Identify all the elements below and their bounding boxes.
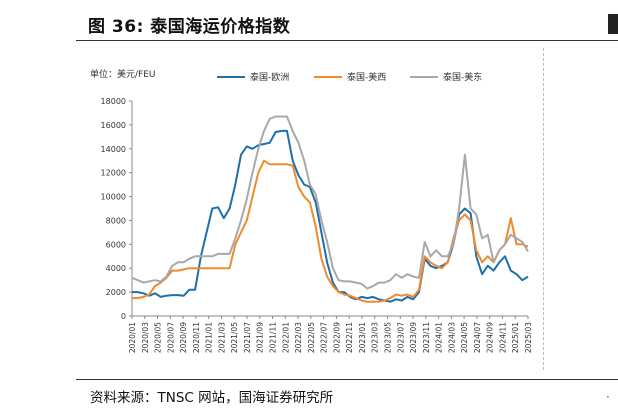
x-tick-label: 2024/05	[460, 322, 469, 353]
x-tick-label: 2021/11	[269, 322, 278, 353]
x-tick-label: 2024/03	[447, 322, 456, 353]
x-tick-label: 2024/11	[498, 322, 507, 353]
x-tick-label: 2023/07	[396, 322, 405, 353]
x-tick-label: 2021/09	[256, 322, 265, 353]
x-tick-label: 2022/05	[307, 322, 316, 353]
series-line-3	[131, 115, 529, 290]
y-tick-label: 14000	[101, 145, 126, 154]
legend-label-2: 泰国-美西	[347, 71, 386, 83]
x-tick-label: 2021/05	[230, 322, 239, 353]
x-tick-label: 2022/07	[320, 322, 329, 353]
x-tick-label: 2023/01	[358, 322, 367, 353]
x-tick-label: 2020/03	[141, 322, 150, 353]
page-edge-mark	[608, 14, 618, 34]
y-tick-label: 16000	[101, 121, 126, 130]
chart-series	[131, 115, 529, 303]
x-tick-label: 2020/09	[179, 322, 188, 353]
y-tick-label: 2000	[106, 288, 126, 297]
x-tick-label: 2024/09	[486, 322, 495, 353]
x-tick-label: 2025/01	[511, 322, 520, 353]
x-tick-label: 2024/01	[435, 322, 444, 353]
x-tick-label: 2021/01	[205, 322, 214, 353]
unit-label: 单位：美元/FEU	[90, 68, 155, 80]
y-tick-label: 12000	[101, 169, 126, 178]
series-line-2	[132, 159, 529, 303]
y-tick-label: 6000	[106, 240, 126, 249]
title-rule	[76, 40, 618, 41]
y-tick-label: 0	[121, 312, 126, 321]
x-tick-label: 2022/09	[332, 322, 341, 353]
x-tick-label: 2023/11	[422, 322, 431, 353]
x-tick-label: 2021/07	[243, 322, 252, 353]
x-tick-label: 2023/03	[371, 322, 380, 353]
chart-legend: 泰国-欧洲 泰国-美西 泰国-美东	[217, 71, 482, 83]
figure-title: 图 36: 泰国海运价格指数	[88, 17, 291, 37]
x-tick-label: 2020/07	[166, 322, 175, 353]
x-tick-label: 2020/11	[192, 322, 201, 353]
source-rule	[76, 379, 618, 380]
legend-label-1: 泰国-欧洲	[250, 71, 289, 83]
x-tick-label: 2022/11	[345, 322, 354, 353]
series-line-1	[132, 129, 529, 303]
y-tick-label: 10000	[101, 193, 126, 202]
page-edge-mark-bottom: ·	[606, 390, 610, 404]
y-tick-label: 18000	[101, 97, 126, 106]
y-tick-label: 8000	[106, 216, 126, 225]
x-tick-label: 2020/01	[128, 322, 137, 353]
x-tick-label: 2023/05	[383, 322, 392, 353]
x-tick-label: 2024/07	[473, 322, 482, 353]
x-tick-label: 2022/03	[294, 322, 303, 353]
source-note: 资料来源：TNSC 网站，国海证券研究所	[90, 390, 334, 406]
x-tick-label: 2022/01	[281, 322, 290, 353]
frame-divider	[543, 48, 545, 370]
x-tick-label: 2025/03	[524, 322, 533, 353]
chart-axes: 0 2000 4000 6000 8000 10000 12000 14000 16000 180…	[101, 97, 533, 353]
y-tick-label: 4000	[106, 264, 126, 273]
x-tick-label: 2021/03	[217, 322, 226, 353]
legend-label-3: 泰国-美东	[443, 71, 482, 83]
x-tick-label: 2023/09	[409, 322, 418, 353]
x-tick-label: 2020/05	[154, 322, 163, 353]
